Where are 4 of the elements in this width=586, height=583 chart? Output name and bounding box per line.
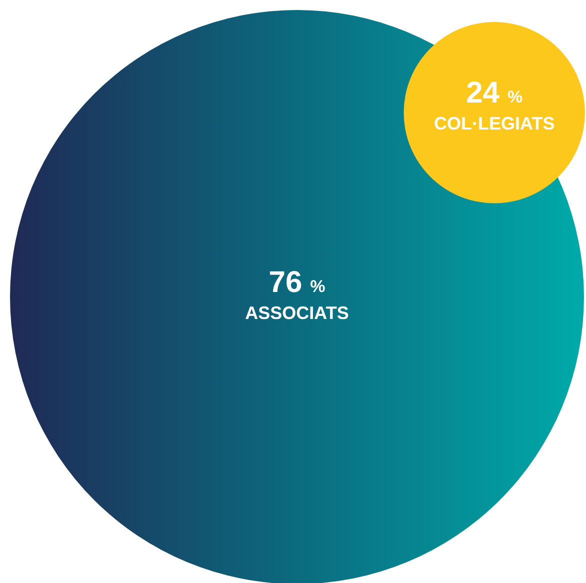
category-label: COL·LEGIATS (434, 114, 555, 134)
data-label: 24 % (466, 76, 523, 110)
category-label: ASSOCIATS (245, 303, 349, 323)
data-label: 76 % (268, 266, 326, 299)
